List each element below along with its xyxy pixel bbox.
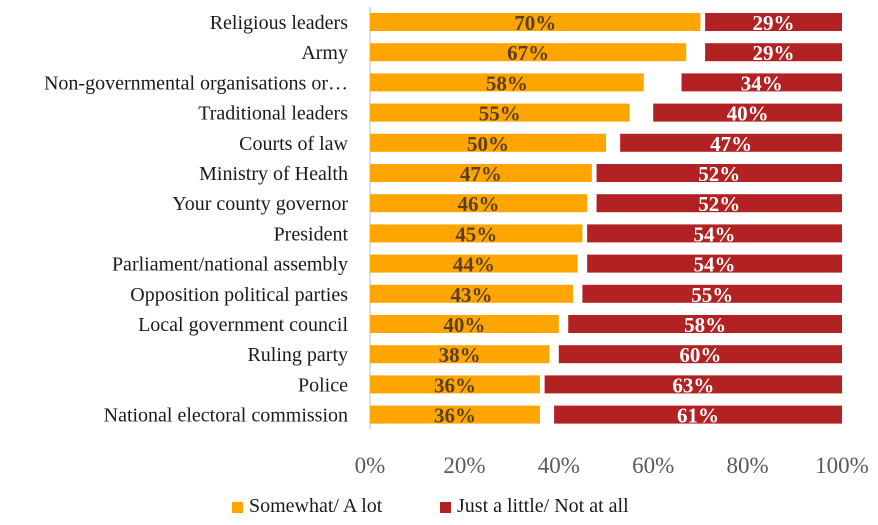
data-label-just-a-little-not-at-all: 29% xyxy=(753,11,795,35)
data-label-just-a-little-not-at-all: 60% xyxy=(679,343,721,367)
bar-somewhat-a-lot xyxy=(370,103,630,122)
bar-somewhat-a-lot xyxy=(370,194,588,213)
bar-just-a-little-not-at-all xyxy=(620,133,842,152)
category-label: Army xyxy=(301,42,348,64)
data-label-somewhat-a-lot: 46% xyxy=(458,192,500,216)
bar-somewhat-a-lot xyxy=(370,133,606,152)
data-label-just-a-little-not-at-all: 47% xyxy=(710,132,752,156)
category-label: Courts of law xyxy=(239,133,348,155)
data-label-somewhat-a-lot: 50% xyxy=(467,132,509,156)
category-labels: Religious leaders Army Non-governmental or… xyxy=(44,12,349,427)
data-label-just-a-little-not-at-all: 61% xyxy=(677,404,719,428)
x-tick-label: 20% xyxy=(443,453,485,478)
category-label: Non-governmental organisations or… xyxy=(44,72,348,94)
bar-just-a-little-not-at-all xyxy=(653,103,842,122)
data-label-somewhat-a-lot: 44% xyxy=(453,253,495,277)
x-tick-label: 80% xyxy=(727,453,769,478)
x-tick-label: 100% xyxy=(815,453,869,478)
bar-somewhat-a-lot xyxy=(370,254,578,273)
legend-swatch xyxy=(440,502,451,513)
bars-group: 70% 29% 67% 29% 58% 34% 55% 40% 50% 47% 47% 52% 46% 5… xyxy=(370,11,842,428)
bar-just-a-little-not-at-all xyxy=(558,345,842,364)
x-tick-label: 60% xyxy=(632,453,674,478)
x-axis-tick-labels: 0% 20% 40% 60% 80% 100% xyxy=(355,453,869,478)
data-label-just-a-little-not-at-all: 34% xyxy=(741,71,783,95)
bar-just-a-little-not-at-all xyxy=(587,254,842,273)
x-tick-label: 0% xyxy=(355,453,386,478)
data-label-somewhat-a-lot: 70% xyxy=(514,11,556,35)
data-label-just-a-little-not-at-all: 63% xyxy=(672,373,714,397)
data-label-somewhat-a-lot: 67% xyxy=(507,41,549,65)
category-label: Local government council xyxy=(138,314,348,336)
category-label: Police xyxy=(298,374,348,396)
legend-label: Somewhat/ A lot xyxy=(249,495,383,517)
bar-somewhat-a-lot xyxy=(370,345,550,364)
bar-somewhat-a-lot xyxy=(370,13,701,31)
data-label-somewhat-a-lot: 36% xyxy=(434,404,476,428)
bar-just-a-little-not-at-all xyxy=(596,164,842,182)
legend-swatch xyxy=(232,502,243,513)
bar-somewhat-a-lot xyxy=(370,73,644,92)
category-label: Parliament/national assembly xyxy=(112,254,348,276)
bar-somewhat-a-lot xyxy=(370,224,583,243)
bar-just-a-little-not-at-all xyxy=(681,73,842,92)
bar-somewhat-a-lot xyxy=(370,43,687,62)
bar-just-a-little-not-at-all xyxy=(544,375,842,394)
bar-just-a-little-not-at-all xyxy=(554,405,842,424)
data-label-just-a-little-not-at-all: 54% xyxy=(694,253,736,277)
bar-just-a-little-not-at-all xyxy=(705,13,842,31)
bar-somewhat-a-lot xyxy=(370,164,592,182)
data-label-somewhat-a-lot: 36% xyxy=(434,373,476,397)
bar-just-a-little-not-at-all xyxy=(568,315,842,333)
category-label: Ruling party xyxy=(247,344,348,366)
data-label-somewhat-a-lot: 38% xyxy=(439,343,481,367)
bar-just-a-little-not-at-all xyxy=(596,194,842,213)
data-label-just-a-little-not-at-all: 40% xyxy=(727,102,769,126)
category-label: Your county governor xyxy=(172,193,348,215)
data-label-just-a-little-not-at-all: 52% xyxy=(698,192,740,216)
data-label-just-a-little-not-at-all: 52% xyxy=(698,162,740,186)
data-label-somewhat-a-lot: 43% xyxy=(450,283,492,307)
category-label: Ministry of Health xyxy=(199,163,348,185)
bar-somewhat-a-lot xyxy=(370,375,540,394)
x-tick-label: 40% xyxy=(538,453,580,478)
bar-somewhat-a-lot xyxy=(370,284,573,303)
bar-just-a-little-not-at-all xyxy=(587,224,842,243)
data-label-somewhat-a-lot: 40% xyxy=(443,313,485,337)
data-label-just-a-little-not-at-all: 54% xyxy=(694,222,736,246)
data-label-just-a-little-not-at-all: 58% xyxy=(684,313,726,337)
data-label-just-a-little-not-at-all: 55% xyxy=(691,283,733,307)
data-label-somewhat-a-lot: 45% xyxy=(455,222,497,246)
bar-somewhat-a-lot xyxy=(370,315,559,333)
category-label: President xyxy=(274,223,349,245)
legend-label: Just a little/ Not at all xyxy=(457,495,629,517)
bar-somewhat-a-lot xyxy=(370,405,540,424)
bar-just-a-little-not-at-all xyxy=(705,43,842,62)
data-label-somewhat-a-lot: 47% xyxy=(460,162,502,186)
data-label-just-a-little-not-at-all: 29% xyxy=(753,41,795,65)
data-label-somewhat-a-lot: 58% xyxy=(486,71,528,95)
category-label: Opposition political parties xyxy=(130,284,348,306)
category-label: Religious leaders xyxy=(210,12,349,34)
category-label: National electoral commission xyxy=(104,405,348,427)
data-label-somewhat-a-lot: 55% xyxy=(479,102,521,126)
legend: Somewhat/ A lot Just a little/ Not at all xyxy=(232,495,629,517)
bar-just-a-little-not-at-all xyxy=(582,284,842,303)
category-label: Traditional leaders xyxy=(198,103,348,125)
